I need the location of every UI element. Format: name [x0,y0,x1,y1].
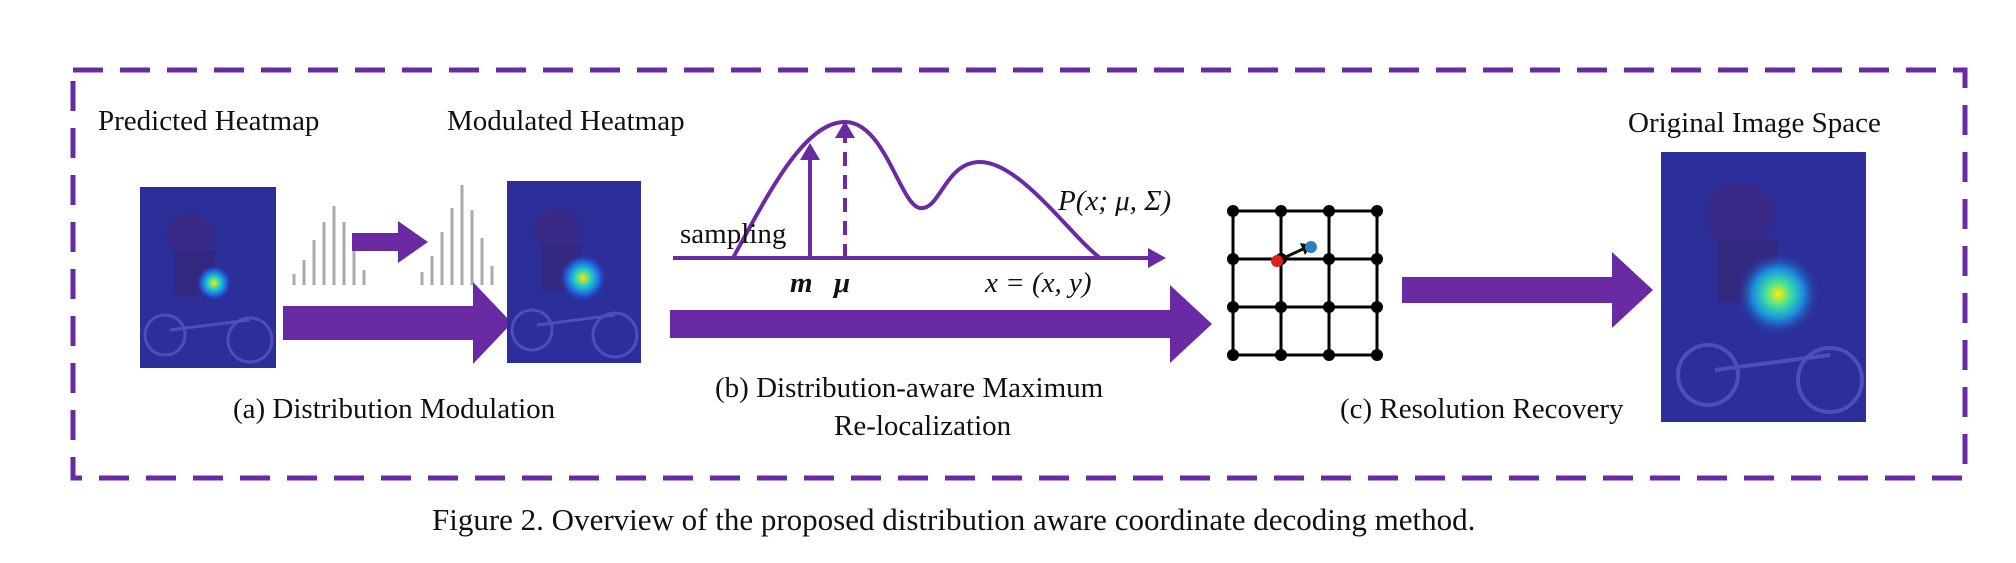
m-arrowhead [800,143,820,160]
m-label: m [790,267,813,299]
modulated-heatmap-label: Modulated Heatmap [447,105,685,137]
stage-c-arrow [1402,252,1653,328]
grid-node [1227,205,1239,217]
grid-node [1323,349,1335,361]
grid-node [1371,205,1383,217]
red-maximum-point [1271,255,1283,267]
grid-node [1323,253,1335,265]
distribution-label: P(x; μ, Σ) [1057,185,1171,217]
xy-label: x = (x, y) [984,267,1092,299]
modulated-heatmap-image [507,181,641,363]
grid-node [1323,301,1335,313]
stage-b-caption-line2: Re-localization [834,410,1012,442]
histogram-after [420,185,494,285]
predicted-heatmap-label: Predicted Heatmap [98,105,319,137]
grid-node [1371,349,1383,361]
original-image [1661,152,1866,422]
stage-a-caption: (a) Distribution Modulation [233,393,556,425]
predicted-heatmap-image [140,187,276,368]
grid-node [1275,301,1287,313]
dashed-frame [70,67,1968,481]
x-axis-arrowhead [1148,248,1166,268]
grid-node [1275,349,1287,361]
pixel-grid [1227,205,1383,361]
distribution-curve [731,119,1102,260]
mu-arrowhead [835,121,855,138]
stage-a-arrow [283,282,512,364]
mu-label: μ [832,267,850,299]
grid-node [1227,349,1239,361]
original-image-space-label: Original Image Space [1628,107,1881,139]
stage-b-arrow [670,285,1212,363]
modulation-arrow [352,221,428,263]
grid-node [1371,253,1383,265]
grid-node [1227,301,1239,313]
stage-b-caption-line1: (b) Distribution-aware Maximum [715,372,1104,404]
grid-node [1371,301,1383,313]
grid-node [1227,253,1239,265]
grid-node [1323,205,1335,217]
stage-c-caption: (c) Resolution Recovery [1340,393,1624,425]
histogram-before [292,206,366,285]
sampling-label: sampling [680,218,786,250]
figure-caption: Figure 2. Overview of the proposed distr… [432,502,1475,537]
grid-node [1275,205,1287,217]
blue-refined-point [1305,241,1317,253]
